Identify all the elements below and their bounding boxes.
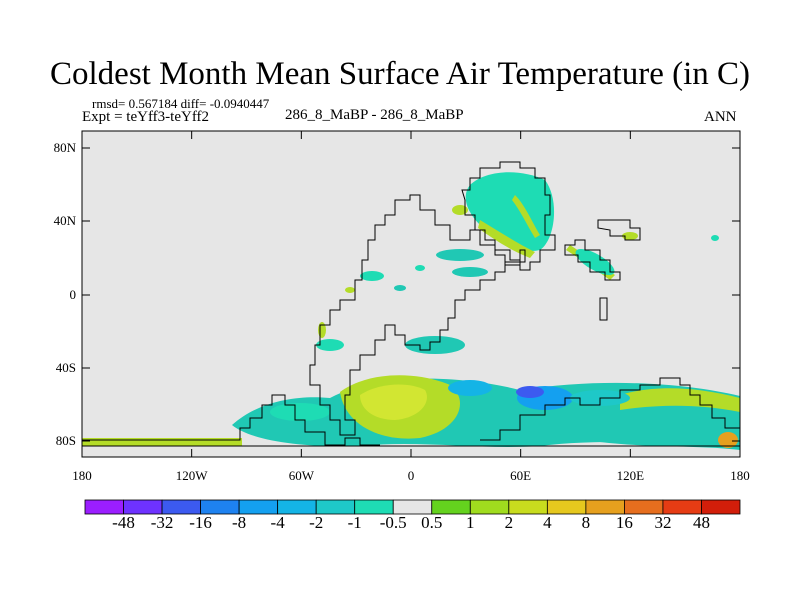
colorbar-label: -2 xyxy=(309,513,324,532)
lon-tick-label: 120W xyxy=(175,468,208,483)
colorbar-swatch xyxy=(315,499,356,515)
anomaly-region xyxy=(448,380,492,396)
colorbar-swatch xyxy=(585,499,625,515)
lon-tick-label: 120E xyxy=(616,468,645,483)
colorbar-swatch xyxy=(161,499,201,515)
lat-tick-label: 0 xyxy=(69,287,77,302)
colorbar-label: 48 xyxy=(692,513,710,532)
anomaly-region xyxy=(622,232,638,240)
anomaly-region xyxy=(415,265,425,271)
colorbar-swatch xyxy=(469,499,510,515)
anomaly-region xyxy=(316,339,344,351)
lon-tick-label: 180 xyxy=(72,468,92,483)
colorbar-label: -4 xyxy=(270,513,285,532)
colorbar-label: 0.5 xyxy=(421,513,443,532)
colorbar-label: 4 xyxy=(543,513,552,532)
colorbar-label: 8 xyxy=(581,513,591,532)
colorbar-swatch xyxy=(624,499,664,515)
lat-tick-label: 40N xyxy=(53,213,76,228)
colorbar-label: 16 xyxy=(615,513,633,532)
anomaly-region xyxy=(452,205,468,215)
anomaly-region xyxy=(452,267,488,277)
axis-ticks xyxy=(81,131,741,457)
colorbar-label: -48 xyxy=(112,513,135,532)
colorbar-swatch xyxy=(701,499,741,515)
anomaly-region xyxy=(620,388,740,412)
period-text: 286_8_MaBP - 286_8_MaBP xyxy=(285,107,464,123)
lat-tick-label: 80S xyxy=(55,433,76,448)
coastline-outline xyxy=(309,194,526,436)
colorbar-label: -32 xyxy=(150,513,174,532)
colorbar-label: -0.5 xyxy=(379,513,407,532)
stats-text: rmsd= 0.567184 diff= -0.0940447 xyxy=(92,96,270,111)
colorbar-swatch xyxy=(392,499,433,515)
colorbar-swatch xyxy=(200,499,240,515)
colorbar-swatch xyxy=(662,499,702,515)
anomaly-field xyxy=(82,172,740,450)
coastline-outline xyxy=(82,394,380,446)
colorbar-label: 1 xyxy=(466,513,475,532)
anomaly-region xyxy=(82,438,242,446)
coastline-outline xyxy=(597,219,641,241)
anomaly-region xyxy=(512,195,540,238)
anomaly-region xyxy=(345,287,355,293)
colorbar-label: -16 xyxy=(189,513,212,532)
colorbar-swatch xyxy=(546,499,587,515)
lat-tick-label: 40S xyxy=(55,360,76,375)
anomaly-region xyxy=(270,403,330,421)
anomaly-region xyxy=(718,432,738,448)
lon-tick-label: 60E xyxy=(510,468,532,483)
coastline-outline xyxy=(564,239,621,281)
coastline-outline xyxy=(599,297,608,321)
colorbar-label: -8 xyxy=(232,513,247,532)
anomaly-region xyxy=(394,285,406,291)
lat-tick-label: 80N xyxy=(53,140,76,155)
lon-tick-label: 0 xyxy=(407,468,415,483)
lon-tick-label: 60W xyxy=(288,468,314,483)
coastline-outline xyxy=(461,161,556,271)
colorbar-swatch xyxy=(123,499,163,515)
colorbar-label: 2 xyxy=(504,513,514,532)
colorbar-swatch xyxy=(84,499,124,515)
colorbar xyxy=(84,499,741,515)
anomaly-region xyxy=(478,220,535,258)
colorbar-swatch xyxy=(508,499,548,515)
anomaly-region xyxy=(318,322,326,338)
anomaly-region xyxy=(516,386,544,398)
experiment-text: Expt = teYff3-teYff2 xyxy=(82,109,210,125)
anomaly-region xyxy=(360,271,384,281)
anomaly-region xyxy=(711,235,719,241)
colorbar-swatch xyxy=(238,499,279,515)
season-text: ANN xyxy=(704,109,737,125)
lon-tick-label: 180 xyxy=(730,468,750,483)
coastlines xyxy=(82,161,740,447)
colorbar-swatch xyxy=(354,499,394,515)
colorbar-label: -1 xyxy=(347,513,362,532)
map-title: Coldest Month Mean Surface Air Temperatu… xyxy=(50,56,750,92)
anomaly-region xyxy=(575,249,615,275)
anomaly-region xyxy=(600,420,740,450)
colorbar-swatch xyxy=(431,499,471,515)
colorbar-swatch xyxy=(277,499,317,515)
coastline-outline xyxy=(480,377,740,441)
colorbar-label: 32 xyxy=(654,513,672,532)
anomaly-region xyxy=(436,249,484,261)
anomaly-region xyxy=(360,384,427,420)
